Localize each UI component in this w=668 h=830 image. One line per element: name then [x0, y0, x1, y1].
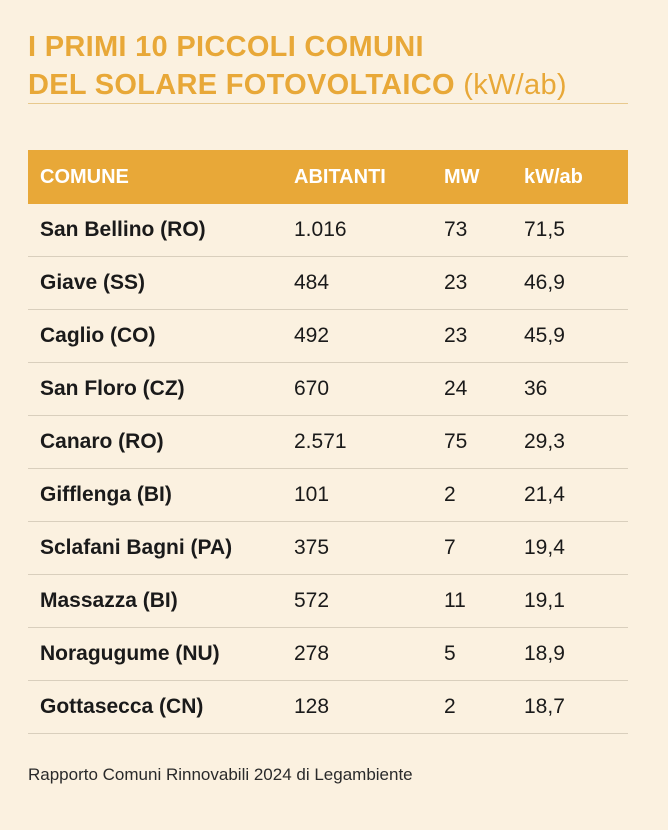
table-row: Giave (SS) 484 23 46,9: [28, 256, 628, 310]
cell-abitanti: 1.016: [282, 204, 432, 257]
title-line-2-text: DEL SOLARE FOTOVOLTAICO: [28, 69, 455, 101]
title-unit: (kW/ab): [463, 69, 567, 101]
cell-comune: Caglio (CO): [28, 309, 282, 363]
title-divider: [28, 103, 628, 104]
cell-abitanti: 278: [282, 627, 432, 681]
cell-kw-ab: 21,4: [512, 468, 628, 522]
cell-abitanti: 572: [282, 574, 432, 628]
table-row: Noragugume (NU) 278 5 18,9: [28, 627, 628, 681]
cell-mw: 5: [432, 627, 512, 681]
cell-kw-ab: 71,5: [512, 204, 628, 257]
table-row: Gifflenga (BI) 101 2 21,4: [28, 468, 628, 522]
header-mw: MW: [432, 150, 512, 204]
cell-abitanti: 484: [282, 256, 432, 310]
table-body: San Bellino (RO) 1.016 73 71,5 Giave (SS) 484…: [28, 204, 628, 734]
cell-comune: Giave (SS): [28, 256, 282, 310]
table-row: San Bellino (RO) 1.016 73 71,5: [28, 204, 628, 257]
page-title: I PRIMI 10 PICCOLI COMUNI DEL SOLARE FOT…: [28, 28, 628, 104]
cell-abitanti: 670: [282, 362, 432, 416]
cell-mw: 7: [432, 521, 512, 575]
cell-abitanti: 375: [282, 521, 432, 575]
cell-mw: 75: [432, 415, 512, 469]
cell-mw: 23: [432, 309, 512, 363]
cell-kw-ab: 29,3: [512, 415, 628, 469]
cell-abitanti: 101: [282, 468, 432, 522]
cell-mw: 24: [432, 362, 512, 416]
table-row: Caglio (CO) 492 23 45,9: [28, 309, 628, 363]
header-abitanti: ABITANTI: [282, 150, 432, 204]
table-header-row: COMUNE ABITANTI MW kW/ab: [28, 150, 628, 204]
source-note: Rapporto Comuni Rinnovabili 2024 di Lega…: [28, 765, 413, 784]
cell-abitanti: 128: [282, 680, 432, 734]
cell-abitanti: 492: [282, 309, 432, 363]
table-row: Sclafani Bagni (PA) 375 7 19,4: [28, 521, 628, 575]
table-row: Massazza (BI) 572 11 19,1: [28, 574, 628, 628]
table-row: Canaro (RO) 2.571 75 29,3: [28, 415, 628, 469]
cell-kw-ab: 36: [512, 362, 628, 416]
cell-comune: San Floro (CZ): [28, 362, 282, 416]
cell-kw-ab: 18,7: [512, 680, 628, 734]
cell-mw: 2: [432, 680, 512, 734]
table-row: Gottasecca (CN) 128 2 18,7: [28, 680, 628, 734]
cell-kw-ab: 19,1: [512, 574, 628, 628]
header-comune: COMUNE: [28, 150, 282, 204]
title-line-2: DEL SOLARE FOTOVOLTAICO (kW/ab): [28, 66, 628, 104]
cell-mw: 11: [432, 574, 512, 628]
cell-comune: San Bellino (RO): [28, 204, 282, 257]
cell-comune: Canaro (RO): [28, 415, 282, 469]
table-row: San Floro (CZ) 670 24 36: [28, 362, 628, 416]
cell-abitanti: 2.571: [282, 415, 432, 469]
cell-kw-ab: 46,9: [512, 256, 628, 310]
cell-comune: Sclafani Bagni (PA): [28, 521, 282, 575]
cell-comune: Gottasecca (CN): [28, 680, 282, 734]
cell-kw-ab: 18,9: [512, 627, 628, 681]
cell-mw: 73: [432, 204, 512, 257]
cell-comune: Massazza (BI): [28, 574, 282, 628]
header-kw-ab: kW/ab: [512, 150, 628, 204]
ranking-table: COMUNE ABITANTI MW kW/ab San Bellino (RO…: [28, 150, 628, 734]
cell-mw: 2: [432, 468, 512, 522]
cell-mw: 23: [432, 256, 512, 310]
cell-comune: Gifflenga (BI): [28, 468, 282, 522]
cell-kw-ab: 19,4: [512, 521, 628, 575]
title-line-1: I PRIMI 10 PICCOLI COMUNI: [28, 31, 424, 63]
cell-kw-ab: 45,9: [512, 309, 628, 363]
cell-comune: Noragugume (NU): [28, 627, 282, 681]
